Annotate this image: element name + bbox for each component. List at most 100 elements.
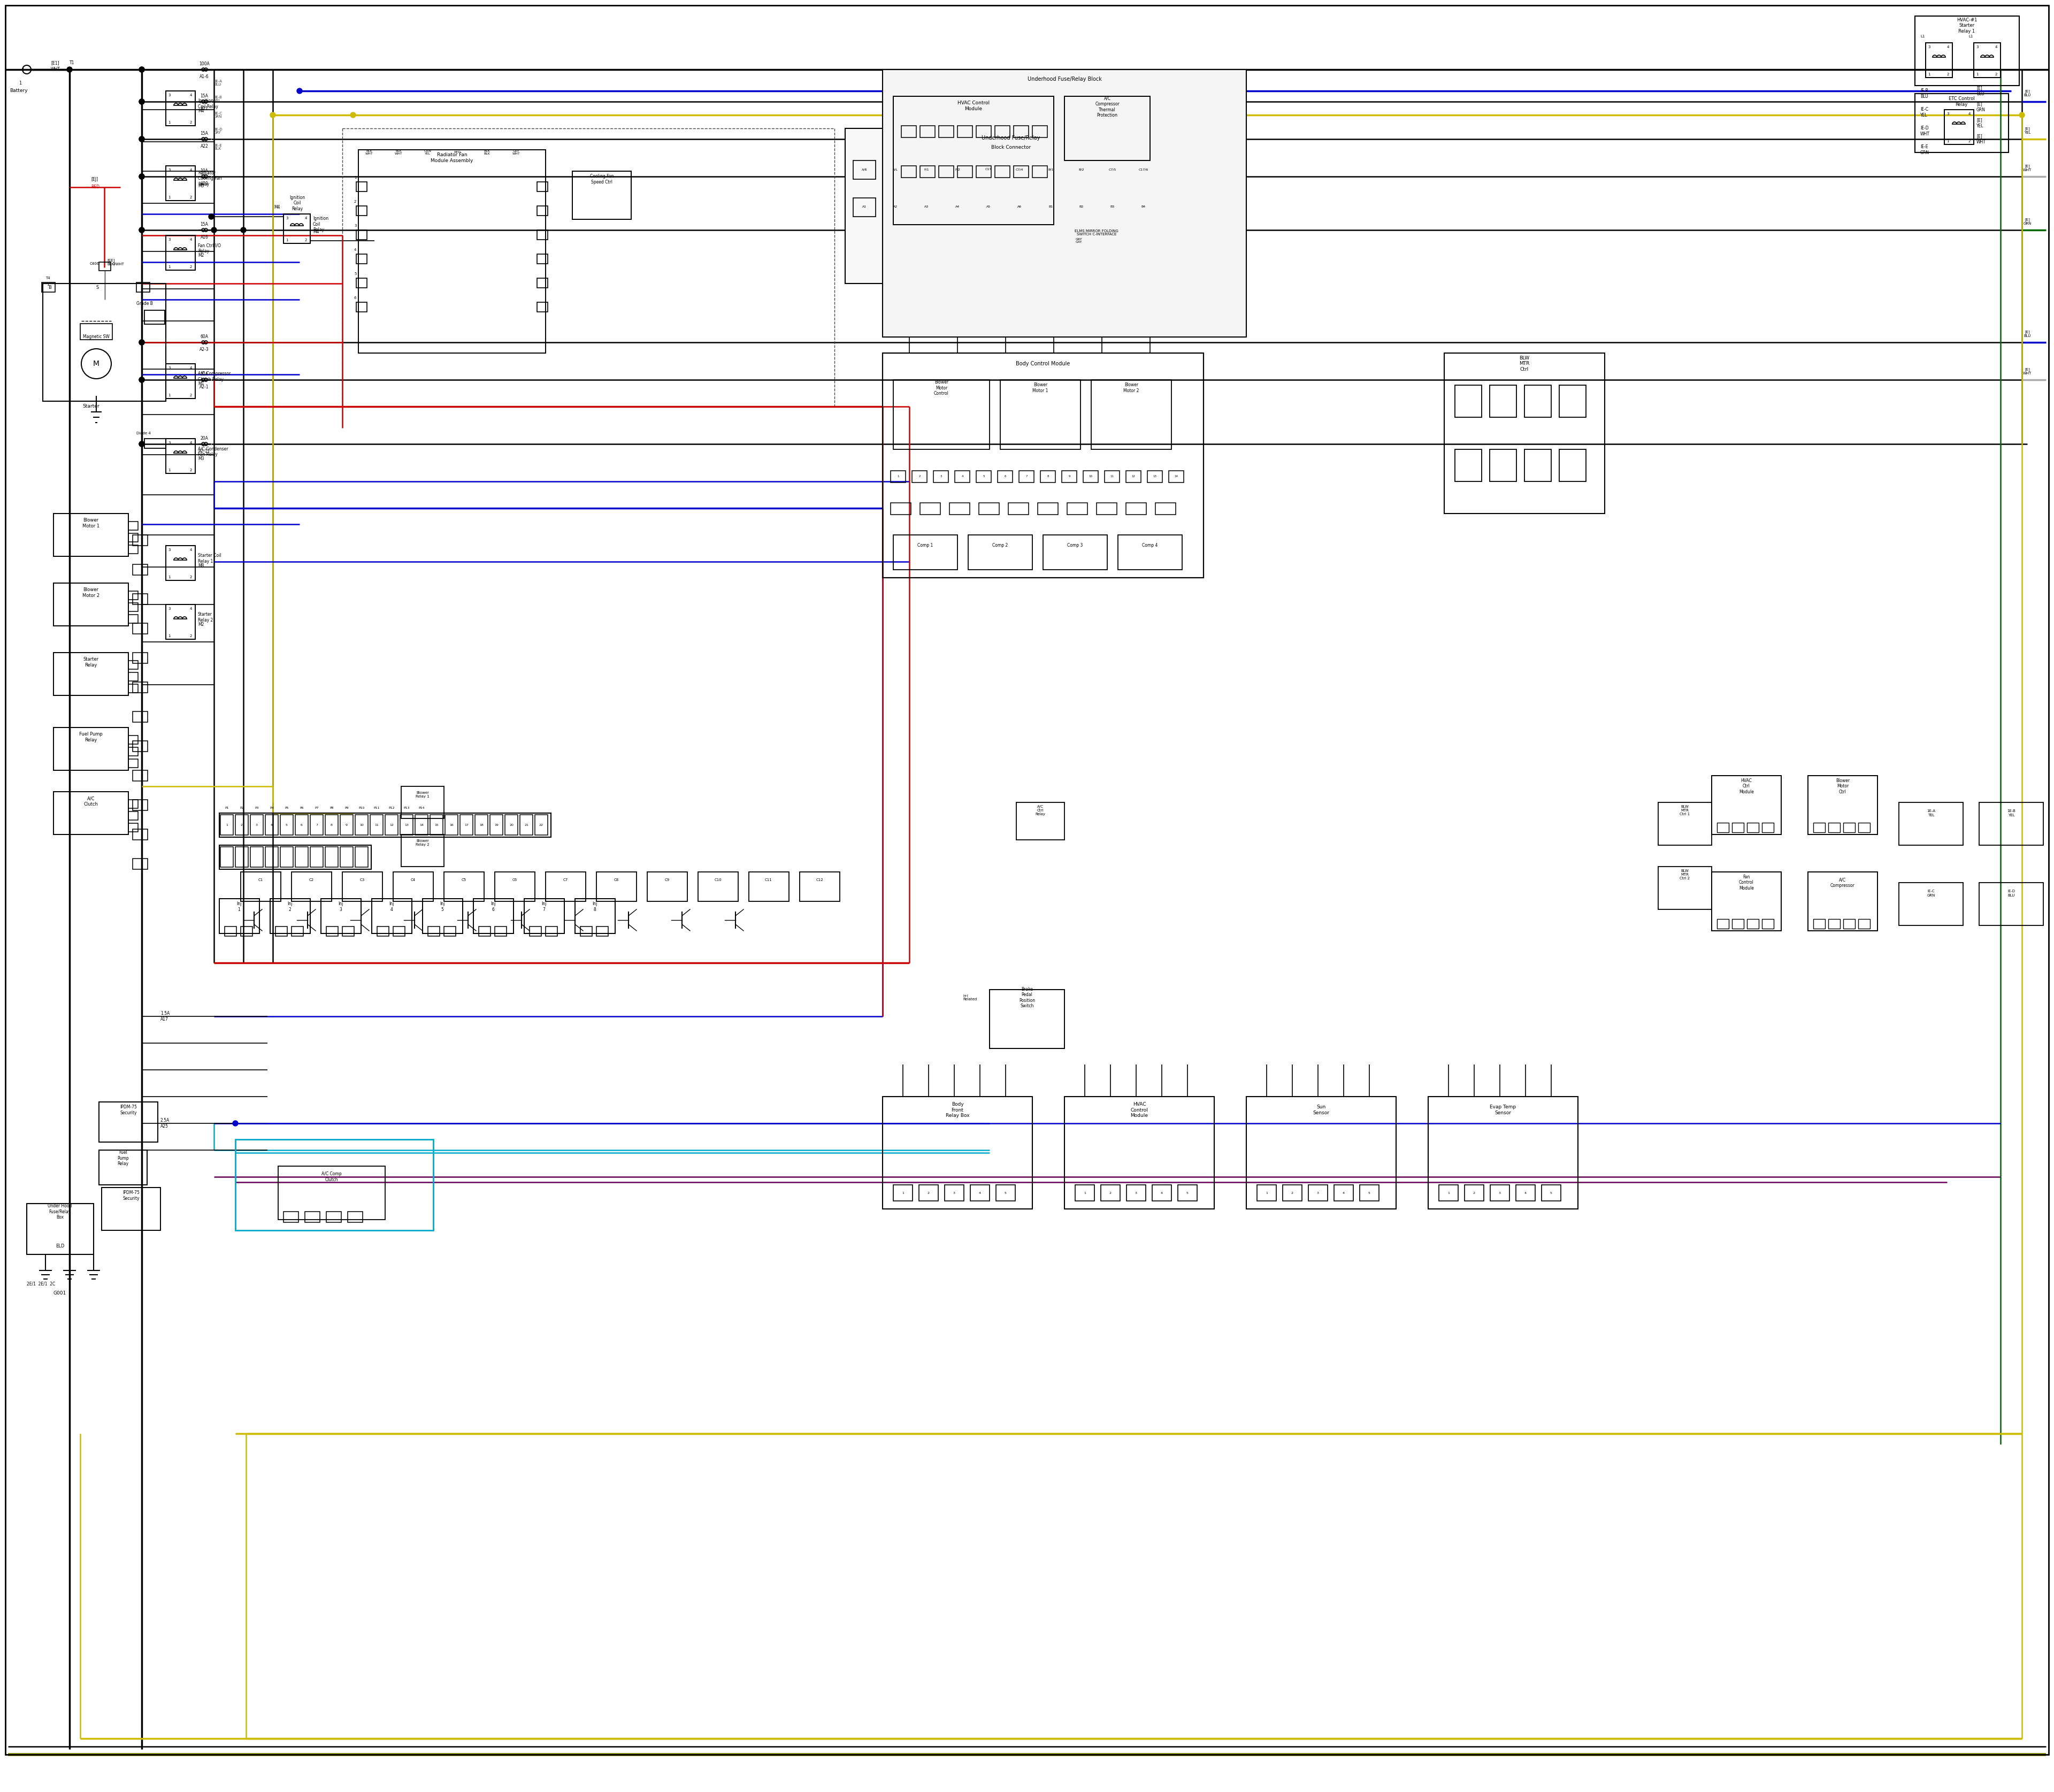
Text: ETC Control
Relay: ETC Control Relay (1949, 97, 1974, 108)
Text: Grade B: Grade B (136, 301, 152, 306)
Text: IE-C
GRN: IE-C GRN (1927, 891, 1935, 896)
Circle shape (140, 136, 144, 142)
Text: 12: 12 (1132, 475, 1136, 478)
Bar (1428, 1097, 1577, 1210)
Circle shape (140, 99, 144, 104)
Circle shape (140, 174, 144, 179)
Bar (949, 504, 969, 514)
Bar (1101, 161, 1124, 179)
Bar (1105, 471, 1119, 482)
Text: GRY
GAY: GRY GAY (1076, 238, 1082, 244)
Text: P9: P9 (345, 806, 349, 808)
Text: [EE]
BLK/WHT: [EE] BLK/WHT (107, 258, 123, 265)
Bar (1132, 161, 1154, 179)
Text: Fan
Control
Module: Fan Control Module (1740, 874, 1754, 891)
Bar (80, 324, 113, 340)
Bar (251, 848, 263, 867)
Bar (283, 1211, 298, 1222)
Bar (134, 830, 148, 840)
Text: 8E-B
YEL: 8E-B YEL (214, 95, 222, 102)
Text: M1: M1 (197, 382, 203, 387)
Circle shape (2019, 113, 2025, 118)
Text: BLK
BLK: BLK BLK (483, 149, 491, 156)
Bar (495, 926, 507, 935)
Bar (43, 283, 166, 401)
Text: L1: L1 (1920, 34, 1925, 38)
Circle shape (140, 376, 144, 382)
Text: C7/4: C7/4 (1015, 168, 1023, 170)
Bar (1454, 385, 1481, 418)
Bar (1732, 823, 1744, 831)
Bar (144, 439, 166, 448)
Bar (698, 873, 737, 901)
Bar (495, 873, 534, 901)
Text: 100A: 100A (199, 61, 210, 66)
Bar (127, 661, 138, 668)
Bar (134, 683, 148, 694)
Bar (1360, 1185, 1378, 1201)
Text: 2.5A
A25: 2.5A A25 (160, 1118, 170, 1129)
Text: 5: 5 (1368, 1192, 1370, 1193)
Bar (912, 471, 926, 482)
Bar (1762, 919, 1775, 928)
Bar (1082, 471, 1099, 482)
Text: A/C
Clutch: A/C Clutch (84, 796, 99, 806)
Bar (920, 167, 935, 177)
Text: 11: 11 (374, 824, 378, 826)
Bar (325, 815, 339, 835)
Text: BLW
MTR
Ctrl 2: BLW MTR Ctrl 2 (1680, 869, 1690, 880)
Text: +: + (21, 66, 25, 72)
Bar (491, 815, 503, 835)
Text: Inj
5: Inj 5 (440, 901, 446, 912)
Text: P5: P5 (286, 806, 290, 808)
Text: M: M (92, 360, 99, 367)
Text: Sun
Sensor: Sun Sensor (1313, 1106, 1329, 1115)
Bar (1945, 109, 1974, 145)
Text: A/L: A/L (893, 168, 898, 170)
Bar (976, 125, 992, 138)
Text: Inj
1: Inj 1 (236, 901, 242, 912)
Bar (536, 229, 548, 240)
Text: ELD: ELD (55, 1244, 64, 1249)
Text: 5: 5 (353, 272, 357, 276)
Text: M4: M4 (197, 109, 203, 113)
Bar (1927, 43, 1953, 77)
Bar (918, 1185, 939, 1201)
Text: C7/5: C7/5 (1109, 168, 1117, 170)
Text: Block Connector: Block Connector (992, 145, 1031, 149)
Text: 4: 4 (304, 217, 308, 220)
Text: 1: 1 (140, 283, 142, 287)
Text: Under Hood
Fuse/Relay
Box: Under Hood Fuse/Relay Box (47, 1204, 72, 1220)
Bar (341, 815, 353, 835)
Text: C9: C9 (665, 878, 670, 882)
Bar (902, 125, 916, 138)
Text: ELMS MIRROR FOLDING
SWITCH C-INTERFACE: ELMS MIRROR FOLDING SWITCH C-INTERFACE (1074, 229, 1119, 237)
Text: 17: 17 (464, 824, 468, 826)
Text: Brake
Pedal
Position
Switch: Brake Pedal Position Switch (1019, 987, 1035, 1009)
Bar (472, 898, 514, 934)
Bar (355, 206, 368, 215)
Text: 1: 1 (113, 262, 115, 265)
Bar (325, 848, 339, 867)
Bar (127, 799, 138, 808)
Bar (947, 197, 969, 217)
Bar (1091, 380, 1171, 450)
Text: 1: 1 (168, 468, 170, 471)
Text: Inj
2: Inj 2 (288, 901, 292, 912)
Text: 2E/1  2E/1  2C: 2E/1 2E/1 2C (27, 1281, 55, 1287)
Bar (1898, 883, 1964, 925)
Bar (916, 197, 939, 217)
Text: IPDM-75
Security: IPDM-75 Security (123, 1190, 140, 1201)
Circle shape (212, 228, 216, 233)
Bar (1980, 883, 2044, 925)
Text: 4: 4 (1968, 113, 1970, 115)
Bar (279, 815, 294, 835)
Text: P6: P6 (300, 806, 304, 808)
Text: 4: 4 (189, 548, 193, 552)
Circle shape (140, 441, 144, 446)
Text: 9: 9 (345, 824, 347, 826)
Text: P3: P3 (255, 806, 259, 808)
Text: Underhood Fuse/Relay Block: Underhood Fuse/Relay Block (1027, 77, 1101, 82)
Text: Evap Temp
Sensor: Evap Temp Sensor (1489, 1106, 1516, 1115)
Bar (1070, 235, 1089, 249)
